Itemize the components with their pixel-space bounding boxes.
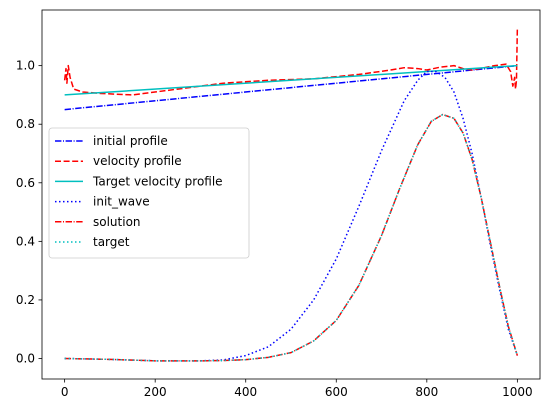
x-tick-label: 800 bbox=[415, 385, 438, 399]
legend-label: initial profile bbox=[93, 134, 168, 148]
y-tick-label: 0.8 bbox=[16, 117, 35, 131]
series-layer bbox=[63, 27, 519, 362]
series-line-velocity-profile bbox=[63, 27, 519, 96]
y-tick-label: 0.6 bbox=[16, 176, 35, 190]
legend-label: Target velocity profile bbox=[92, 174, 223, 188]
legend-label: init_wave bbox=[93, 195, 150, 209]
x-tick-label: 1000 bbox=[502, 385, 533, 399]
ticks-layer: 0 200 400 600 800 1000 0.0 0.2 0.4 0.6 0.8 1.0 bbox=[16, 59, 533, 399]
legend: initial profile velocity profile Target ve… bbox=[48, 127, 250, 259]
series-line-target bbox=[64, 113, 519, 362]
legend-box bbox=[48, 127, 250, 259]
y-tick-label: 1.0 bbox=[16, 59, 35, 73]
x-tick-label: 0 bbox=[61, 385, 69, 399]
series-line-target-velocity-profile bbox=[64, 64, 518, 96]
x-tick-label: 400 bbox=[234, 385, 257, 399]
legend-label: target bbox=[93, 235, 130, 249]
x-tick-label: 600 bbox=[325, 385, 348, 399]
y-tick-label: 0.4 bbox=[16, 234, 35, 248]
legend-label: velocity profile bbox=[93, 154, 182, 168]
x-tick-label: 200 bbox=[144, 385, 167, 399]
series-line-initial-profile bbox=[64, 64, 518, 111]
y-tick-label: 0.2 bbox=[16, 293, 35, 307]
legend-label: solution bbox=[93, 215, 141, 229]
y-tick-label: 0.0 bbox=[16, 352, 35, 366]
plot-frame bbox=[41, 9, 541, 380]
